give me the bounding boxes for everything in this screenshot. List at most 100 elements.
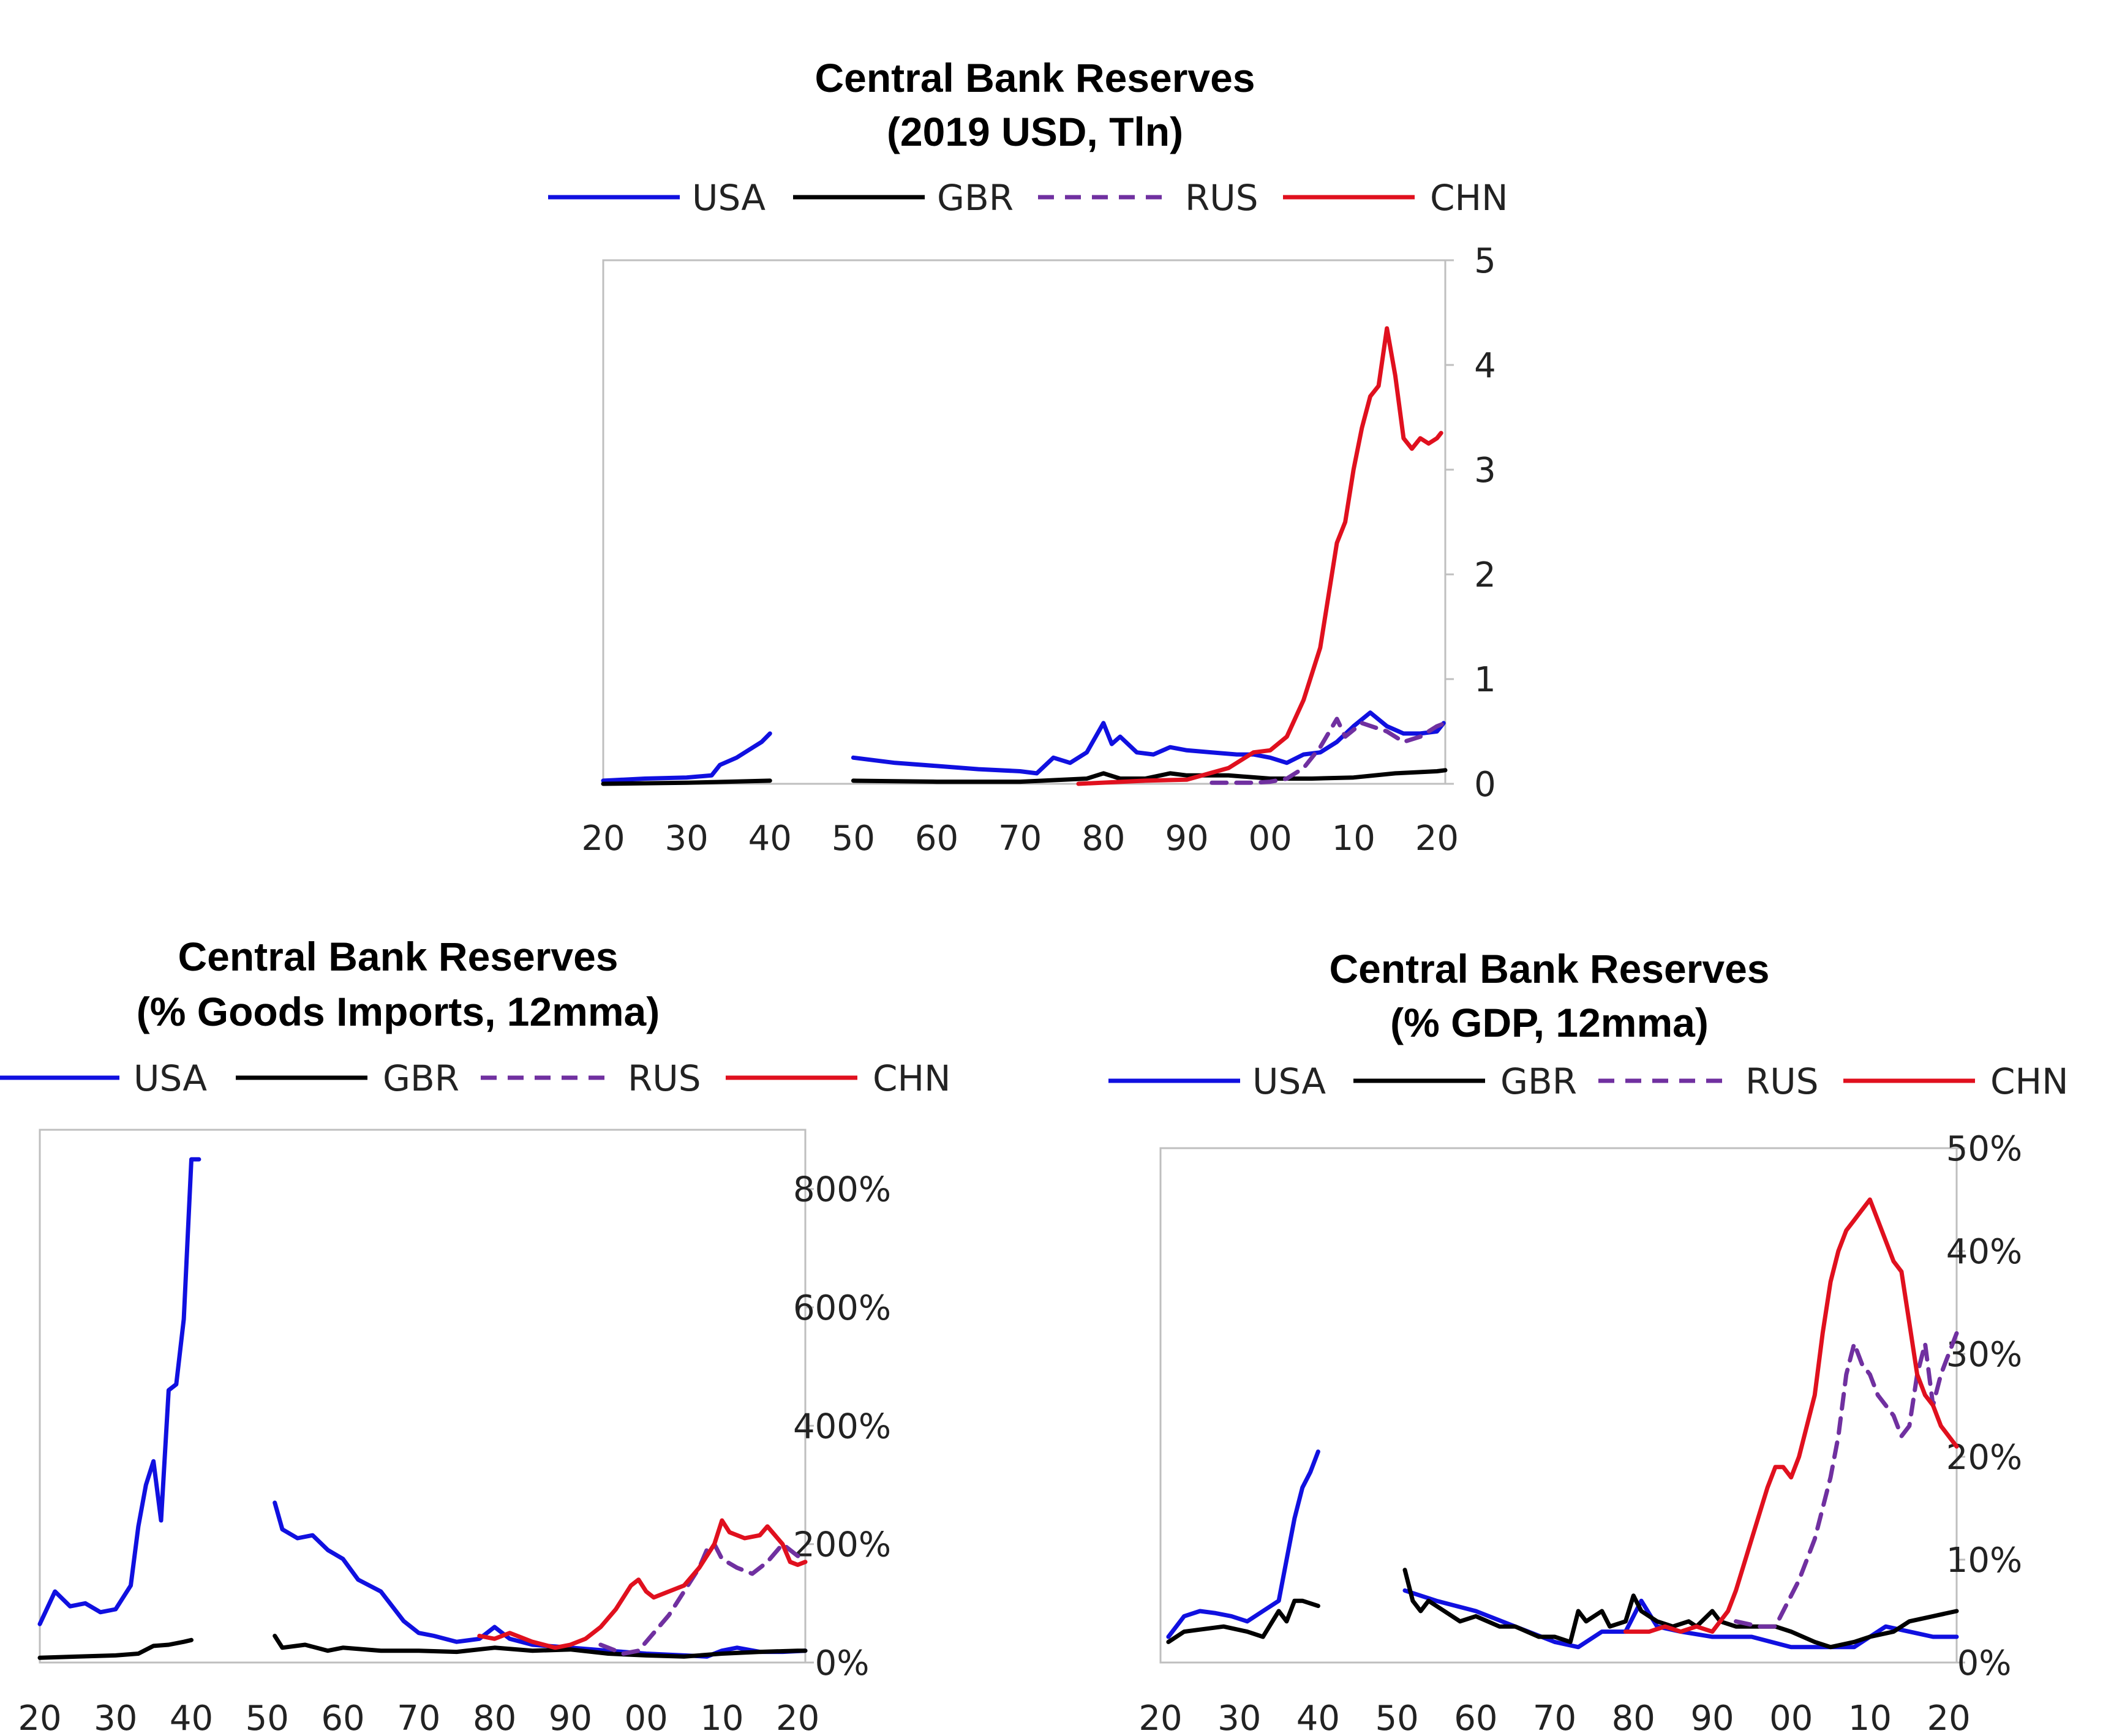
y-tick-label: 30% [1946, 1335, 2022, 1375]
chart-reserves-usd: Central Bank Reserves (2019 USD, Tln) US… [548, 55, 1508, 859]
y-tick-label: 40% [1946, 1232, 2022, 1272]
series-line-gbr [273, 1634, 808, 1659]
x-axis-ticks: 20 30 40 50 60 70 80 90 00 10 20 [18, 1699, 819, 1736]
y-tick-label: 200% [793, 1525, 891, 1565]
x-tick-label: 90 [549, 1699, 592, 1736]
chart-subtitle: (% Goods Imports, 12mma) [137, 989, 660, 1034]
legend-label: RUS [1185, 177, 1258, 219]
series-line-usa [1166, 1449, 1320, 1639]
chart-subtitle: (2019 USD, Tln) [887, 109, 1183, 154]
series-line-gbr [1166, 1598, 1320, 1644]
y-tick-label: 20% [1946, 1438, 2022, 1478]
chart-reserves-gdp: Central Bank Reserves (% GDP, 12mma) USA… [1108, 946, 2069, 1736]
series-line-rus [1210, 716, 1448, 785]
y-tick-label: 4 [1474, 346, 1496, 386]
series-lines [37, 1157, 808, 1660]
y-tick-label: 50% [1946, 1129, 2022, 1169]
x-tick-label: 20 [1138, 1699, 1182, 1736]
series-line-gbr [1402, 1568, 1959, 1650]
x-tick-label: 50 [1375, 1699, 1419, 1736]
y-tick-label: 2 [1474, 555, 1496, 595]
plot-area [602, 259, 1447, 785]
series-line-gbr [851, 768, 1448, 784]
x-tick-label: 90 [1690, 1699, 1734, 1736]
series-line-rus [1734, 1331, 1959, 1629]
legend-label: RUS [1745, 1061, 1819, 1102]
x-tick-label: 10 [1848, 1699, 1892, 1736]
legend-label: CHN [1430, 177, 1508, 219]
legend: USA GBR RUS CHN [1108, 1061, 2069, 1102]
x-tick-label: 30 [665, 819, 709, 859]
legend: USA GBR RUS CHN [0, 1058, 951, 1099]
x-tick-label: 40 [748, 819, 792, 859]
x-tick-label: 70 [998, 819, 1042, 859]
x-tick-label: 80 [1082, 819, 1125, 859]
x-tick-label: 50 [246, 1699, 289, 1736]
x-tick-label: 20 [1415, 819, 1459, 859]
x-tick-label: 40 [1296, 1699, 1340, 1736]
legend-label: GBR [1500, 1061, 1577, 1102]
series-line-rus [598, 1542, 808, 1656]
legend-label: CHN [1990, 1061, 2069, 1102]
series-line-gbr [37, 1637, 194, 1660]
x-tick-label: 00 [624, 1699, 668, 1736]
chart-title: Central Bank Reserves [178, 934, 618, 979]
x-tick-label: 60 [915, 819, 958, 859]
x-axis-ticks: 20 30 40 50 60 70 80 90 00 10 20 [1138, 1699, 1970, 1736]
legend-label: USA [692, 177, 766, 219]
legend-label: USA [1252, 1061, 1326, 1102]
x-tick-label: 60 [1454, 1699, 1497, 1736]
x-tick-label: 40 [170, 1699, 213, 1736]
x-tick-label: 20 [776, 1699, 819, 1736]
legend-label: RUS [628, 1058, 701, 1099]
series-line-chn [1623, 1197, 1959, 1634]
chart-reserves-imports: Central Bank Reserves (% Goods Imports, … [0, 934, 951, 1736]
chart-title: Central Bank Reserves [814, 55, 1255, 100]
y-tick-label: 10% [1946, 1541, 2022, 1580]
y-tick-label: 3 [1474, 451, 1496, 490]
chart-title: Central Bank Reserves [1329, 946, 1769, 991]
x-axis-ticks: 20 30 40 50 60 70 80 90 00 10 20 [581, 819, 1459, 859]
y-tick-label: 0 [1474, 765, 1496, 805]
y-axis-ticks: 800% 600% 400% 200% 0% [793, 1170, 891, 1683]
x-tick-label: 00 [1248, 819, 1292, 859]
x-tick-label: 00 [1769, 1699, 1813, 1736]
series-line-usa [273, 1500, 808, 1659]
x-tick-label: 90 [1165, 819, 1208, 859]
series-lines [601, 326, 1448, 786]
x-tick-label: 50 [832, 819, 875, 859]
legend-label: CHN [873, 1058, 951, 1099]
series-line-gbr [601, 778, 772, 786]
series-line-usa [601, 731, 772, 783]
legend: USA GBR RUS CHN [548, 177, 1508, 219]
x-tick-label: 80 [473, 1699, 516, 1736]
y-tick-label: 5 [1474, 241, 1496, 281]
legend-label: GBR [937, 177, 1014, 219]
x-tick-label: 70 [1533, 1699, 1576, 1736]
x-tick-label: 30 [1217, 1699, 1261, 1736]
series-line-chn [1076, 326, 1443, 786]
x-tick-label: 70 [397, 1699, 440, 1736]
series-line-usa [851, 710, 1446, 776]
x-tick-label: 60 [321, 1699, 364, 1736]
legend-label: GBR [383, 1058, 459, 1099]
x-tick-label: 30 [94, 1699, 137, 1736]
series-line-usa [37, 1157, 201, 1626]
y-axis-ticks: 5 4 3 2 1 0 [1445, 241, 1496, 805]
y-tick-label: 800% [793, 1170, 891, 1210]
x-tick-label: 20 [18, 1699, 61, 1736]
x-tick-label: 10 [1332, 819, 1375, 859]
y-tick-label: 0% [1957, 1644, 2012, 1683]
x-tick-label: 20 [581, 819, 625, 859]
series-lines [1166, 1197, 1959, 1650]
y-axis-ticks: 50% 40% 30% 20% 10% 0% [1946, 1129, 2022, 1683]
x-tick-label: 10 [700, 1699, 743, 1736]
plot-area [1159, 1147, 1958, 1664]
chart-subtitle: (% GDP, 12mma) [1390, 1000, 1709, 1045]
y-tick-label: 600% [793, 1288, 891, 1328]
plot-area [39, 1129, 807, 1664]
series-line-usa [1402, 1588, 1959, 1650]
x-tick-label: 80 [1612, 1699, 1655, 1736]
series-line-chn [477, 1518, 808, 1650]
